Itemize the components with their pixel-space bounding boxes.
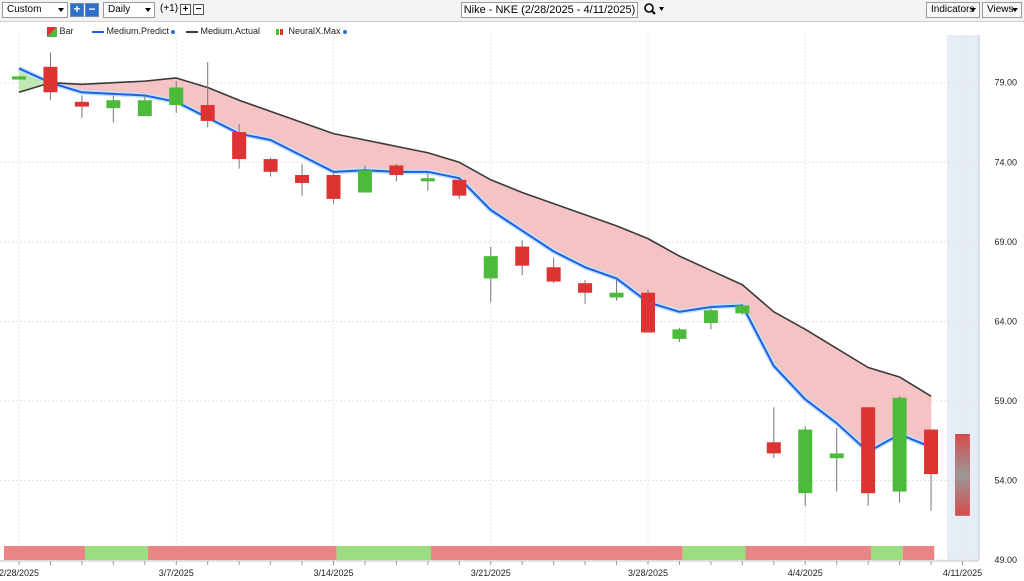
interval-label: Daily xyxy=(108,4,131,15)
spread-band xyxy=(710,270,743,308)
candle-body[interactable] xyxy=(609,292,624,298)
x-tick-label: 3/14/2025 xyxy=(313,568,353,578)
candle-body[interactable] xyxy=(295,175,310,183)
signal-strip-segment xyxy=(431,546,683,560)
candle-body[interactable] xyxy=(829,453,844,459)
candle-body[interactable] xyxy=(924,429,939,475)
candle-body[interactable] xyxy=(766,442,781,454)
settings-dot-icon[interactable] xyxy=(342,29,347,34)
candle-body[interactable] xyxy=(200,105,215,121)
candle-body[interactable] xyxy=(326,175,341,199)
x-tick-label: 3/28/2025 xyxy=(628,568,668,578)
offset-label: (+1) xyxy=(160,3,179,14)
legend: Bar Medium.Predict Medium.Actual NeuralX… xyxy=(0,24,600,38)
candle-body[interactable] xyxy=(232,132,247,160)
candle-body[interactable] xyxy=(12,76,26,80)
candle-body[interactable] xyxy=(137,100,152,117)
legend-neural-label: NeuralX.Max xyxy=(288,26,341,36)
y-tick-label: 64.00 xyxy=(994,316,1017,326)
y-tick-label: 69.00 xyxy=(994,237,1017,247)
candle-body[interactable] xyxy=(735,305,750,314)
candle-body[interactable] xyxy=(389,165,404,175)
y-tick-label: 54.00 xyxy=(994,475,1017,485)
views-label: Views xyxy=(987,4,1014,15)
signal-strip-segment xyxy=(85,546,148,560)
x-tick-label: 4/4/2025 xyxy=(788,568,823,578)
predict-line-glow xyxy=(17,66,932,455)
offset-plus-button[interactable]: + xyxy=(180,4,191,15)
indicators-button[interactable]: Indicators xyxy=(926,2,980,18)
legend-actual-label: Medium.Actual xyxy=(200,26,261,36)
candle-body[interactable] xyxy=(641,292,655,333)
actual-line[interactable] xyxy=(18,77,932,397)
range-dropdown[interactable]: Custom xyxy=(2,2,68,18)
legend-predict-label: Medium.Predict xyxy=(106,26,170,36)
search-button[interactable] xyxy=(642,2,666,18)
indicators-label: Indicators xyxy=(931,4,975,15)
toolbar: Custom + − Daily (+1) + − Nike - NKE (2/… xyxy=(0,0,1024,22)
range-label: Custom xyxy=(7,4,42,15)
chevron-down-icon xyxy=(970,8,976,12)
candle-body[interactable] xyxy=(546,267,561,282)
symbol-title[interactable]: Nike - NKE (2/28/2025 - 4/11/2025) xyxy=(461,2,638,18)
zoom-out-button[interactable]: − xyxy=(85,3,99,17)
candle-body[interactable] xyxy=(892,397,907,492)
candle-body[interactable] xyxy=(420,178,435,182)
interval-dropdown[interactable]: Daily xyxy=(103,2,155,18)
y-tick-label: 59.00 xyxy=(994,396,1017,406)
candle-body[interactable] xyxy=(798,429,813,494)
line-swatch-icon xyxy=(92,30,104,33)
line-swatch-icon xyxy=(186,30,198,33)
chevron-down-icon xyxy=(1012,8,1018,12)
neural-swatch-icon xyxy=(276,28,283,35)
candle-body[interactable] xyxy=(452,179,467,196)
y-tick-label: 74.00 xyxy=(994,157,1017,167)
legend-neural[interactable]: NeuralX.Max xyxy=(276,24,347,38)
signal-strip-segment xyxy=(902,546,935,560)
candle-body[interactable] xyxy=(483,256,498,279)
candle-body[interactable] xyxy=(43,66,58,93)
spread-band xyxy=(679,255,712,313)
x-tick-label: 3/7/2025 xyxy=(159,568,194,578)
candle-body[interactable] xyxy=(106,100,121,109)
signal-strip-segment xyxy=(745,546,872,560)
forecast-candle[interactable] xyxy=(955,434,970,516)
candle-body[interactable] xyxy=(357,170,372,193)
legend-actual[interactable]: Medium.Actual xyxy=(186,24,260,38)
candle-body[interactable] xyxy=(74,101,89,107)
legend-bar[interactable]: Bar xyxy=(47,24,74,38)
views-button[interactable]: Views xyxy=(982,2,1022,18)
predict-line[interactable] xyxy=(18,67,932,453)
zoom-in-button[interactable]: + xyxy=(70,3,84,17)
chevron-down-icon xyxy=(145,8,151,12)
candle-body[interactable] xyxy=(578,283,593,293)
candle-body[interactable] xyxy=(515,246,530,266)
candle-body[interactable] xyxy=(263,159,278,172)
signal-strip-segment xyxy=(871,546,903,560)
x-tick-label: 2/28/2025 xyxy=(0,568,39,578)
legend-predict[interactable]: Medium.Predict xyxy=(92,24,176,38)
signal-strip-segment xyxy=(4,546,86,560)
x-tick-label: 4/11/2025 xyxy=(943,568,982,578)
y-tick-label: 79.00 xyxy=(994,78,1017,88)
y-tick-label: 49.00 xyxy=(994,555,1017,565)
bar-swatch-icon xyxy=(47,26,57,37)
settings-dot-icon[interactable] xyxy=(171,29,176,34)
candle-body[interactable] xyxy=(169,87,184,106)
chevron-down-icon xyxy=(58,8,64,12)
signal-strip-segment xyxy=(147,546,337,560)
candle-body[interactable] xyxy=(672,329,687,339)
legend-bar-label: Bar xyxy=(59,26,74,36)
candle-body[interactable] xyxy=(703,310,718,323)
signal-strip-segment xyxy=(336,546,432,560)
signal-strip-segment xyxy=(682,546,746,560)
search-icon xyxy=(644,3,664,15)
x-tick-label: 3/21/2025 xyxy=(471,568,511,578)
candle-body[interactable] xyxy=(861,407,876,494)
offset-minus-button[interactable]: − xyxy=(193,4,204,15)
